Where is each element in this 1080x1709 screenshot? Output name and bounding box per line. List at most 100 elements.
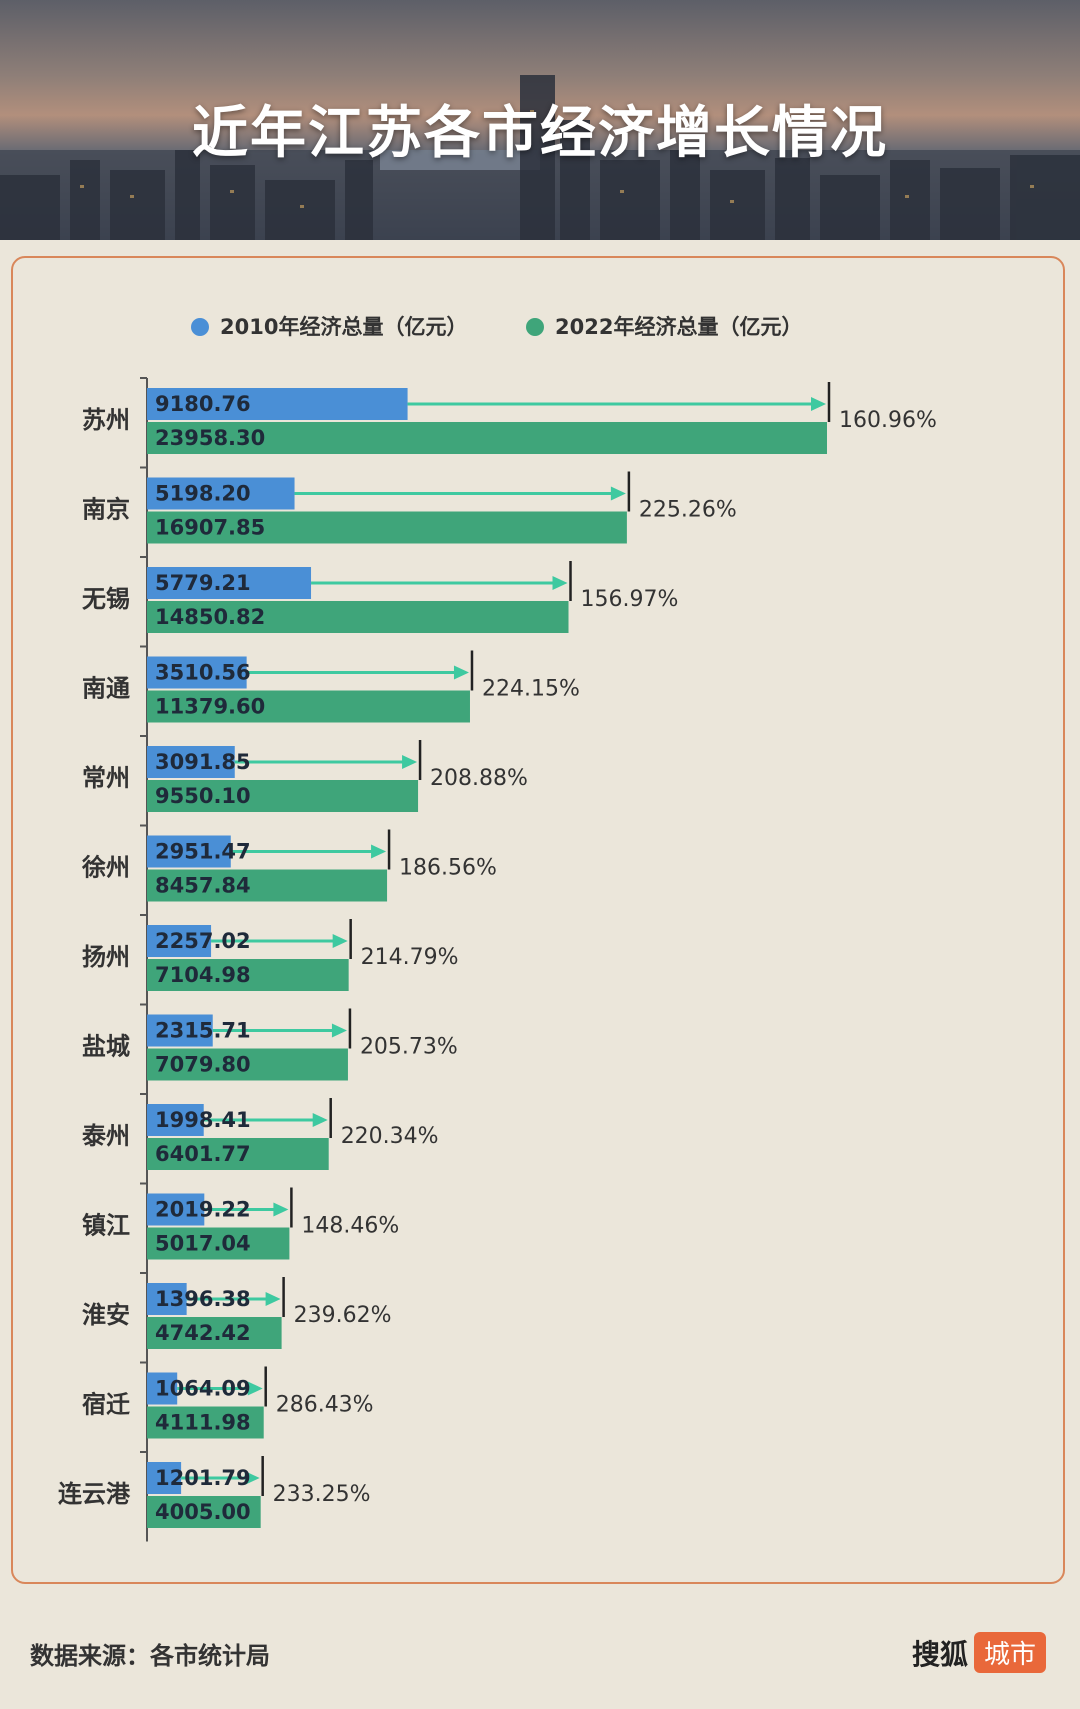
page-title: 近年江苏各市经济增长情况	[192, 101, 888, 166]
bar-value-label-2022: 16907.85	[155, 516, 265, 540]
category-label: 南通	[82, 675, 130, 703]
bar-value-label-2010: 5198.20	[155, 482, 251, 506]
growth-percent-label: 148.46%	[301, 1214, 399, 1239]
bar-2010	[147, 746, 235, 778]
legend-label-2010: 2010年经济总量（亿元）	[220, 315, 467, 339]
category-label: 徐州	[81, 854, 130, 882]
category-label: 苏州	[82, 406, 130, 434]
growth-arrow-head	[552, 576, 568, 590]
bar-value-label-2022: 4005.00	[155, 1500, 251, 1524]
bar-2022	[147, 780, 419, 812]
growth-percent-label: 205.73%	[360, 1035, 458, 1060]
bar-2010	[147, 1283, 187, 1315]
category-label: 常州	[82, 764, 130, 792]
growth-arrow-head	[371, 844, 387, 859]
bar-value-label-2010: 5779.21	[155, 571, 251, 595]
category-label: 盐城	[82, 1033, 130, 1061]
growth-arrow-head	[247, 1381, 263, 1396]
bar-value-label-2010: 2257.02	[155, 929, 251, 953]
bar-value-label-2022: 4111.98	[155, 1411, 251, 1435]
legend-marker-2010	[191, 318, 209, 336]
bar-2022	[147, 690, 470, 723]
growth-percent-label: 224.15%	[482, 677, 580, 702]
category-label: 连云港	[58, 1480, 131, 1508]
bar-2022	[147, 1227, 290, 1260]
bar-2010	[147, 477, 295, 510]
legend-label-2022: 2022年经济总量（亿元）	[555, 315, 802, 339]
bar-value-label-2010: 2951.47	[155, 840, 251, 864]
growth-percent-label: 233.25%	[273, 1482, 371, 1507]
bar-2022	[147, 1496, 261, 1528]
bar-2022	[147, 1048, 348, 1081]
bar-value-label-2022: 7104.98	[155, 963, 251, 987]
growth-arrow-head	[402, 755, 418, 769]
growth-percent-label: 186.56%	[399, 856, 497, 881]
growth-arrow-head	[244, 1471, 260, 1485]
bar-value-label-2010: 1201.79	[155, 1466, 251, 1490]
bar-2010	[147, 925, 212, 957]
growth-arrow-head	[453, 665, 469, 680]
bar-2022	[147, 422, 827, 454]
growth-percent-label: 214.79%	[361, 945, 459, 970]
growth-arrow-head	[332, 934, 348, 948]
bar-2022	[147, 601, 569, 633]
bar-value-label-2010: 3510.56	[155, 661, 251, 685]
bar-2022	[147, 1406, 264, 1439]
bar-2022	[147, 511, 627, 544]
growth-percent-label: 225.26%	[639, 498, 737, 523]
growth-arrow-head	[265, 1292, 281, 1306]
growth-arrow-head	[610, 486, 626, 501]
bar-value-label-2010: 3091.85	[155, 750, 251, 774]
bar-value-label-2022: 11379.60	[155, 695, 265, 719]
bar-value-label-2022: 5017.04	[155, 1232, 251, 1256]
growth-arrow-head	[811, 397, 826, 411]
bar-2010	[147, 1462, 182, 1494]
growth-arrow-head	[331, 1023, 347, 1038]
bar-value-label-2022: 14850.82	[155, 605, 265, 629]
bar-value-label-2010: 1396.38	[155, 1287, 251, 1311]
bar-2022	[147, 1138, 329, 1170]
category-label: 宿迁	[82, 1391, 130, 1419]
bar-value-label-2010: 2019.22	[155, 1198, 251, 1222]
category-label: 南京	[82, 496, 130, 524]
bar-2022	[147, 1317, 282, 1349]
growth-percent-label: 208.88%	[430, 766, 528, 791]
chart-panel	[11, 256, 1065, 1584]
bar-2010	[147, 656, 247, 689]
bar-value-label-2022: 6401.77	[155, 1142, 251, 1166]
growth-percent-label: 286.43%	[276, 1393, 374, 1418]
growth-arrow-head	[312, 1113, 328, 1127]
legend-marker-2022	[526, 318, 544, 336]
category-label: 淮安	[82, 1301, 130, 1329]
growth-arrow-head	[273, 1202, 289, 1217]
bar-2022	[147, 959, 349, 991]
bar-value-label-2022: 8457.84	[155, 874, 251, 898]
category-label: 扬州	[82, 943, 130, 971]
bar-2010	[147, 388, 408, 420]
city-skyline-image	[0, 75, 1080, 240]
header-banner: 近年江苏各市经济增长情况	[0, 0, 1080, 240]
bar-2010	[147, 835, 231, 868]
bar-value-label-2010: 2315.71	[155, 1019, 251, 1043]
growth-percent-label: 220.34%	[341, 1124, 439, 1149]
bar-value-label-2022: 4742.42	[155, 1321, 251, 1345]
category-label: 泰州	[82, 1122, 130, 1150]
bar-value-label-2022: 23958.30	[155, 426, 265, 450]
bar-2010	[147, 1014, 213, 1047]
bar-chart: 2010年经济总量（亿元） 2022年经济总量（亿元） 苏州 9180.76 23958…	[58, 315, 937, 1542]
bar-2010	[147, 1193, 205, 1226]
bar-value-label-2010: 1064.09	[155, 1377, 251, 1401]
growth-percent-label: 239.62%	[294, 1303, 392, 1328]
category-label: 镇江	[82, 1212, 130, 1240]
bar-2010	[147, 1104, 204, 1136]
logo-main-text: 搜狐	[911, 1637, 968, 1671]
sohu-logo: 搜狐 城市	[912, 1632, 1046, 1673]
bar-value-label-2010: 9180.76	[155, 392, 251, 416]
bar-value-label-2022: 9550.10	[155, 784, 251, 808]
bar-value-label-2010: 1998.41	[155, 1108, 251, 1132]
growth-percent-label: 160.96%	[839, 408, 937, 433]
bar-2010	[147, 1372, 178, 1405]
bar-2022	[147, 869, 388, 902]
bar-2010	[147, 567, 312, 599]
logo-tag-badge: 城市	[973, 1632, 1046, 1673]
